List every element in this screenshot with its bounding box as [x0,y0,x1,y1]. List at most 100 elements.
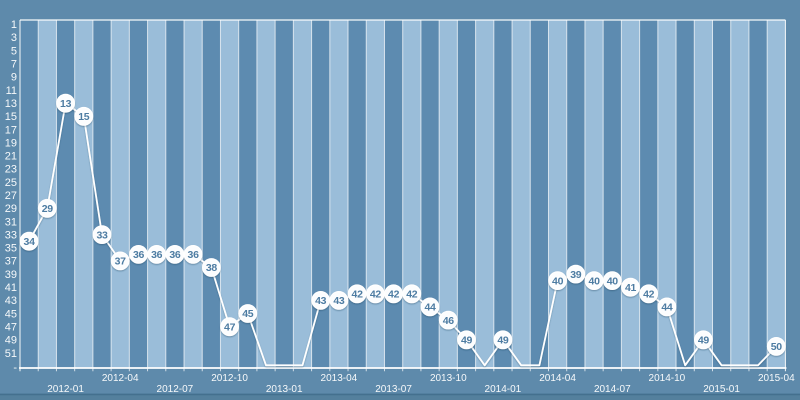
data-point-marker: 37 [110,251,130,271]
marker-circle [566,264,586,284]
month-stripe [475,20,494,368]
data-point-marker: 49 [694,330,713,350]
y-axis-tick-label: 43 [5,295,17,307]
y-axis-tick-label: 17 [5,124,17,136]
marker-value-label: 44 [661,302,673,314]
x-axis-tick-label: 2012-10 [211,373,248,384]
month-stripe [584,20,604,368]
y-axis-tick-label: 29 [5,203,17,215]
y-axis-tick-label: 23 [5,164,17,176]
month-stripe [129,20,148,368]
y-axis-tick-label: 35 [5,243,17,255]
data-point-marker: 36 [129,244,148,264]
month-stripe [657,20,677,368]
month-stripe [92,20,112,368]
marker-circle [56,93,75,113]
y-axis-tick-label: 7 [11,59,17,71]
marker-circle [548,271,567,291]
marker-value-label: 49 [497,335,509,347]
y-axis-tick-label: 51 [5,348,17,360]
data-point-marker: 43 [311,291,331,310]
data-point-marker: 13 [56,93,75,113]
month-stripe [712,20,731,368]
marker-circle [74,106,94,126]
marker-value-label: 44 [424,302,436,314]
month-stripe [548,20,567,368]
y-axis-tick-label: 5 [11,45,17,57]
y-axis-tick-label: 3 [11,32,17,44]
marker-circle [694,330,713,350]
data-point-marker: 42 [384,284,404,304]
y-axis-tick-label: 41 [5,282,17,294]
data-point-marker: 40 [602,271,622,291]
x-axis-tick-label: 2012-01 [47,384,84,395]
y-axis-tick-label: 33 [5,229,17,241]
marker-value-label: 47 [224,321,236,333]
month-stripe [293,20,312,368]
y-axis-tick-label: 13 [5,98,17,110]
marker-circle [238,304,258,323]
marker-value-label: 36 [188,249,200,261]
marker-value-label: 42 [352,289,364,301]
month-stripe [366,20,385,368]
y-axis-tick-label: 37 [5,256,17,268]
data-point-marker: 43 [329,291,349,310]
data-point-marker: 36 [183,244,203,264]
month-stripe [420,20,440,368]
data-point-marker: 49 [457,330,476,350]
marker-value-label: 49 [698,335,710,347]
data-point-marker: 29 [37,198,57,218]
data-point-marker: 40 [584,271,604,291]
marker-value-label: 46 [443,315,455,327]
marker-value-label: 34 [24,236,36,248]
marker-circle [766,337,786,356]
month-stripe [402,20,421,368]
month-stripe [111,20,130,368]
data-point-marker: 34 [19,231,39,251]
marker-value-label: 33 [96,229,108,241]
footer-edge-line [0,393,800,396]
marker-circle [347,284,367,304]
month-stripe [621,20,640,368]
y-axis-tick-label: 15 [5,111,17,123]
marker-circle [420,297,440,317]
y-axis-tick-label: 9 [11,72,17,84]
marker-value-label: 36 [151,249,163,261]
marker-circle [329,291,349,310]
marker-circle [402,284,422,304]
month-stripe [676,20,695,368]
month-stripe [56,20,75,368]
month-stripe [493,20,513,368]
data-point-marker: 46 [438,310,458,330]
data-point-marker: 45 [238,304,258,323]
month-stripe [165,20,185,368]
x-axis-tick-label: 2013-10 [430,373,467,384]
marker-value-label: 29 [42,203,54,215]
data-point-marker: 44 [657,297,677,317]
marker-circle [621,277,640,297]
data-point-marker: 44 [420,297,440,317]
month-stripe [730,20,749,368]
marker-value-label: 40 [552,275,564,287]
data-point-marker: 36 [147,244,167,264]
y-axis-tick-label: 27 [5,190,17,202]
marker-value-label: 40 [607,275,619,287]
marker-value-label: 13 [60,98,72,110]
month-stripe [184,20,203,368]
x-axis-tick-label: 2015-01 [703,384,740,395]
marker-value-label: 43 [315,295,327,307]
data-point-marker: 41 [621,277,640,297]
marker-value-label: 36 [169,249,181,261]
month-stripe [74,20,93,368]
y-axis-tick-label: 21 [5,151,17,163]
x-axis-tick-label: 2014-10 [649,373,686,384]
marker-value-label: 42 [406,289,418,301]
y-axis-tick-label: 49 [5,335,17,347]
marker-circle [183,244,203,264]
marker-circle [220,317,240,337]
month-stripe [767,20,786,368]
month-stripe [275,20,294,368]
data-point-marker: 42 [347,284,367,304]
y-axis-tick-label: 39 [5,269,17,281]
